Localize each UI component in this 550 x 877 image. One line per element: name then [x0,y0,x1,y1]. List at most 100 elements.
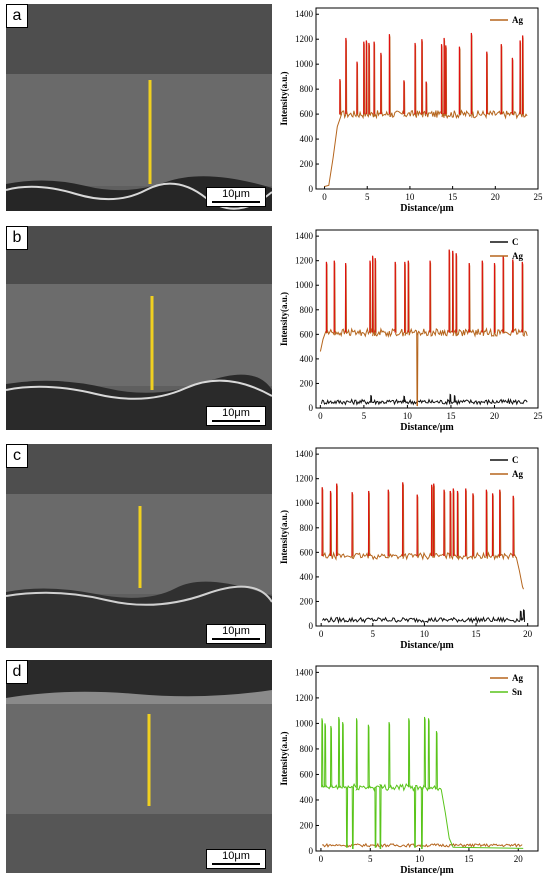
plot-frame [315,229,539,409]
chart-c: 0 200 400 600 800 1000 1200 1400 0 5 10 15 20 Distanc… [276,440,550,652]
y-tick-label: 800 [300,84,314,94]
chart-b-svg: 0 200 400 600 800 1000 1200 1400 0 5 10 15 20 25 Dista… [279,229,544,433]
y-tick-label: 1200 [295,256,314,266]
y-tick-label: 200 [300,159,314,169]
x-tick-label: 0 [318,411,323,421]
y-tick-label: 1200 [295,34,314,44]
x-tick-label: 20 [514,854,524,864]
x-tick-label: 10 [415,854,425,864]
x-tick-label: 15 [464,854,474,864]
scale-bar-line-b [212,420,260,422]
y-tick-label: 0 [309,403,314,413]
y-tick-label: 600 [300,329,314,339]
y-axis-label: Intensity(a.u.) [279,71,289,125]
y-axis-label: Intensity(a.u.) [279,292,289,346]
x-tick-label: 10 [420,629,430,639]
y-tick-label: 1400 [295,667,314,677]
sem-image-a: a 10μm [6,4,272,211]
x-tick-label: 5 [362,411,367,421]
y-tick-label: 400 [300,795,314,805]
legend-label-ag: Ag [512,673,523,683]
y-tick-label: 1400 [295,9,314,19]
y-tick-label: 400 [300,354,314,364]
y-tick-label: 200 [300,820,314,830]
panel-label-c: c [6,444,28,468]
scale-bar-b: 10μm [206,406,266,426]
x-axis-label: Distance/μm [400,865,454,876]
plot-frame [315,447,539,627]
scale-bar-text-d: 10μm [222,850,250,862]
x-tick-label: 5 [371,629,376,639]
y-tick-label: 600 [300,769,314,779]
scale-bar-c: 10μm [206,624,266,644]
scale-bar-text-c: 10μm [222,625,250,637]
y-tick-label: 1200 [295,693,314,703]
x-tick-label: 0 [322,192,327,202]
sem-image-c: c 10μm [6,444,272,648]
scale-bar-a: 10μm [206,187,266,207]
x-tick-label: 20 [523,629,533,639]
x-tick-label: 5 [368,854,373,864]
y-tick-label: 200 [300,596,314,606]
y-tick-label: 600 [300,547,314,557]
y-tick-label: 1000 [295,280,314,290]
series-line-c [320,393,528,406]
x-tick-label: 25 [534,411,544,421]
panel-b: b 10μm 0 200 400 600 800 1000 1200 1400 0 5 10 15 20… [0,222,550,434]
x-tick-label: 20 [490,411,500,421]
sem-micrograph-a [6,4,272,211]
x-tick-label: 5 [365,192,370,202]
sem-image-b: b 10μm [6,226,272,430]
panel-a: a 10μm 0 200 400 600 800 1000 1200 1400 0 5 10 15 20… [0,0,550,215]
y-tick-label: 0 [309,184,314,194]
y-tick-label: 800 [300,744,314,754]
chart-a: 0 200 400 600 800 1000 1200 1400 0 5 10 15 20 25 Dista… [276,0,550,215]
y-tick-label: 1200 [295,474,314,484]
y-tick-label: 0 [309,621,314,631]
legend-label-ag: Ag [512,15,523,25]
panel-label-b: b [6,226,28,250]
x-tick-label: 15 [448,192,458,202]
sem-image-d: d 10μm [6,660,272,873]
x-tick-label: 25 [534,192,544,202]
y-tick-label: 1000 [295,59,314,69]
y-tick-label: 1000 [295,718,314,728]
legend-label-sn: Sn [512,687,522,697]
y-tick-label: 1400 [295,231,314,241]
legend-label-c: C [512,237,519,247]
panel-label-d: d [6,660,28,684]
sem-micrograph-b [6,226,272,430]
x-tick-label: 0 [319,629,324,639]
y-tick-label: 1000 [295,498,314,508]
series-line-c [321,609,526,624]
x-tick-label: 0 [319,854,324,864]
x-axis-label: Distance/μm [400,203,454,214]
y-tick-label: 0 [309,846,314,856]
scale-bar-d: 10μm [206,849,266,869]
scale-bar-text-b: 10μm [222,407,250,419]
panel-c: c 10μm 0 200 400 600 800 1000 1200 1400 0 5 10 15 20… [0,440,550,652]
series-line-sn [321,716,524,850]
y-tick-label: 200 [300,378,314,388]
x-tick-label: 15 [446,411,456,421]
y-axis-label: Intensity(a.u.) [279,510,289,564]
x-tick-label: 15 [472,629,482,639]
x-tick-label: 10 [405,192,415,202]
scale-bar-text-a: 10μm [222,188,250,200]
x-axis-label: Distance/μm [400,640,454,651]
legend-label-ag: Ag [512,251,523,261]
y-tick-label: 800 [300,305,314,315]
x-tick-label: 20 [491,192,501,202]
chart-d-svg: 0 200 400 600 800 1000 1200 1400 0 5 10 15 20 Distanc… [279,665,539,876]
scale-bar-line-c [212,638,260,640]
panel-d: d 10μm 0 200 400 600 800 1000 1200 1400 0 5 10 15 20… [0,658,550,877]
scale-bar-line-d [212,863,260,865]
panel-label-a: a [6,4,28,28]
y-tick-label: 1400 [295,449,314,459]
series-line-ag [320,482,524,590]
plot-frame [315,7,539,190]
sem-micrograph-c [6,444,272,648]
y-tick-label: 600 [300,109,314,119]
plot-frame [315,665,539,852]
chart-c-svg: 0 200 400 600 800 1000 1200 1400 0 5 10 15 20 Distanc… [279,447,539,651]
